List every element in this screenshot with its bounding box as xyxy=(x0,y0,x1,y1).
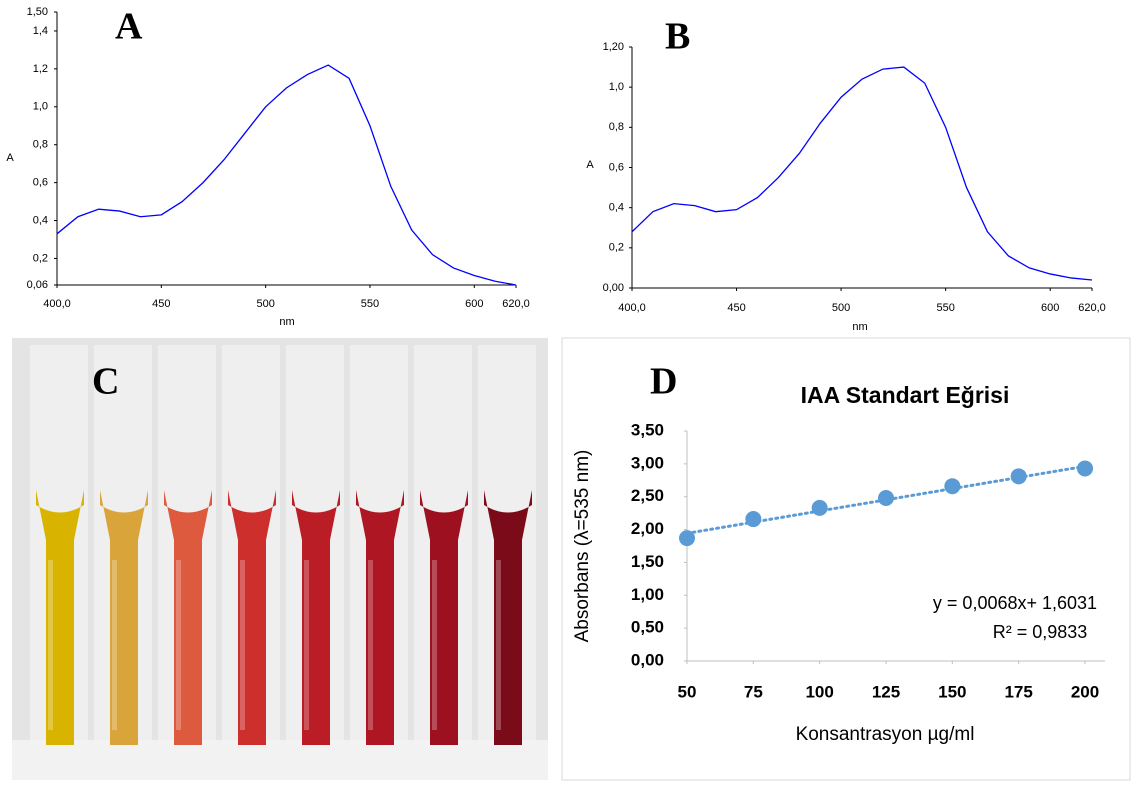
spectrum-line xyxy=(631,66,1093,281)
spectrum-line xyxy=(56,64,517,286)
y-tick-label: 0,2 xyxy=(33,252,48,264)
x-tick-label: 450 xyxy=(727,302,745,314)
cuvette-liquid xyxy=(164,490,212,745)
y-tick-label: 1,2 xyxy=(33,63,48,75)
y-tick-label: 1,00 xyxy=(631,585,664,604)
y-tick-label: 0,8 xyxy=(33,139,48,151)
y-tick-label: 1,0 xyxy=(609,81,624,93)
data-point xyxy=(1010,468,1027,485)
y-tick-label: 0,00 xyxy=(631,650,664,669)
cuvette-shine xyxy=(304,560,309,730)
photo xyxy=(12,338,548,780)
y-axis-label: A xyxy=(586,159,594,171)
y-tick-label: 1,4 xyxy=(33,25,48,37)
photo-base xyxy=(12,740,548,780)
x-tick-label: 600 xyxy=(465,298,483,310)
cuvette-liquid xyxy=(484,490,532,745)
cuvette-shine xyxy=(432,560,437,730)
x-axis-label: Konsantrasyon µg/ml xyxy=(796,724,975,745)
y-tick-label: 1,50 xyxy=(631,552,664,571)
x-tick-label: 100 xyxy=(805,682,833,701)
y-tick-label: 0,6 xyxy=(33,177,48,189)
chart-title: IAA Standart Eğrisi xyxy=(801,382,1010,408)
x-axis-label: nm xyxy=(279,316,294,328)
y-tick-label: 2,00 xyxy=(631,519,664,538)
x-tick-label: 150 xyxy=(938,682,966,701)
cuvette-liquid xyxy=(292,490,340,745)
x-tick-label: 620,0 xyxy=(1078,302,1106,314)
y-tick-label: 1,50 xyxy=(27,6,48,18)
y-tick-label: 0,4 xyxy=(609,202,624,214)
cuvette-liquid xyxy=(36,490,84,745)
x-tick-label: 500 xyxy=(256,298,274,310)
panel-label: A xyxy=(115,6,143,48)
x-tick-label: 450 xyxy=(152,298,170,310)
y-tick-label: 0,50 xyxy=(631,618,664,637)
x-tick-label: 200 xyxy=(1071,682,1099,701)
data-point xyxy=(745,511,762,528)
cuvette-shine xyxy=(48,560,53,730)
data-point xyxy=(811,499,828,516)
y-tick-label: 1,20 xyxy=(603,41,624,53)
x-tick-label: 550 xyxy=(936,302,954,314)
annotation: R² = 0,9833 xyxy=(993,622,1088,642)
cuvette-shine xyxy=(368,560,373,730)
data-point xyxy=(944,478,961,495)
x-tick-label: 125 xyxy=(872,682,900,701)
x-tick-label: 550 xyxy=(361,298,379,310)
y-tick-label: 0,00 xyxy=(603,282,624,294)
cuvette-shine xyxy=(240,560,245,730)
panel-d-frame xyxy=(561,337,1131,781)
x-tick-label: 600 xyxy=(1041,302,1059,314)
panel-label: D xyxy=(650,361,677,403)
y-tick-label: 0,2 xyxy=(609,242,624,254)
x-tick-label: 50 xyxy=(678,682,697,701)
y-axis-label: Absorbans (λ=535 nm) xyxy=(572,450,593,643)
y-tick-label: 0,4 xyxy=(33,214,48,226)
cuvette-shine xyxy=(112,560,117,730)
panel-label: B xyxy=(665,16,690,58)
cuvette-shine xyxy=(496,560,501,730)
annotation: y = 0,0068x+ 1,6031 xyxy=(933,593,1097,613)
data-point xyxy=(878,490,894,507)
cuvette-liquid xyxy=(100,490,148,745)
x-tick-label: 175 xyxy=(1004,682,1032,701)
data-point xyxy=(1077,460,1093,477)
y-tick-label: 0,8 xyxy=(609,121,624,133)
x-tick-label: 500 xyxy=(832,302,850,314)
cuvette-liquid xyxy=(420,490,468,745)
x-tick-label: 75 xyxy=(744,682,763,701)
y-tick-label: 3,00 xyxy=(631,453,664,472)
y-tick-label: 1,0 xyxy=(33,101,48,113)
y-tick-label: 0,06 xyxy=(27,279,48,291)
x-axis-label: nm xyxy=(852,321,867,333)
data-point xyxy=(679,530,695,547)
y-tick-label: 0,6 xyxy=(609,161,624,173)
x-tick-label: 620,0 xyxy=(502,298,530,310)
y-tick-label: 2,50 xyxy=(631,486,664,505)
y-tick-label: 3,50 xyxy=(631,420,664,439)
cuvette-liquid xyxy=(356,490,404,745)
y-axis-label: A xyxy=(6,152,14,164)
cuvette-liquid xyxy=(228,490,276,745)
panel-label: C xyxy=(92,361,119,403)
x-tick-label: 400,0 xyxy=(618,302,646,314)
x-tick-label: 400,0 xyxy=(43,298,71,310)
cuvette-shine xyxy=(176,560,181,730)
